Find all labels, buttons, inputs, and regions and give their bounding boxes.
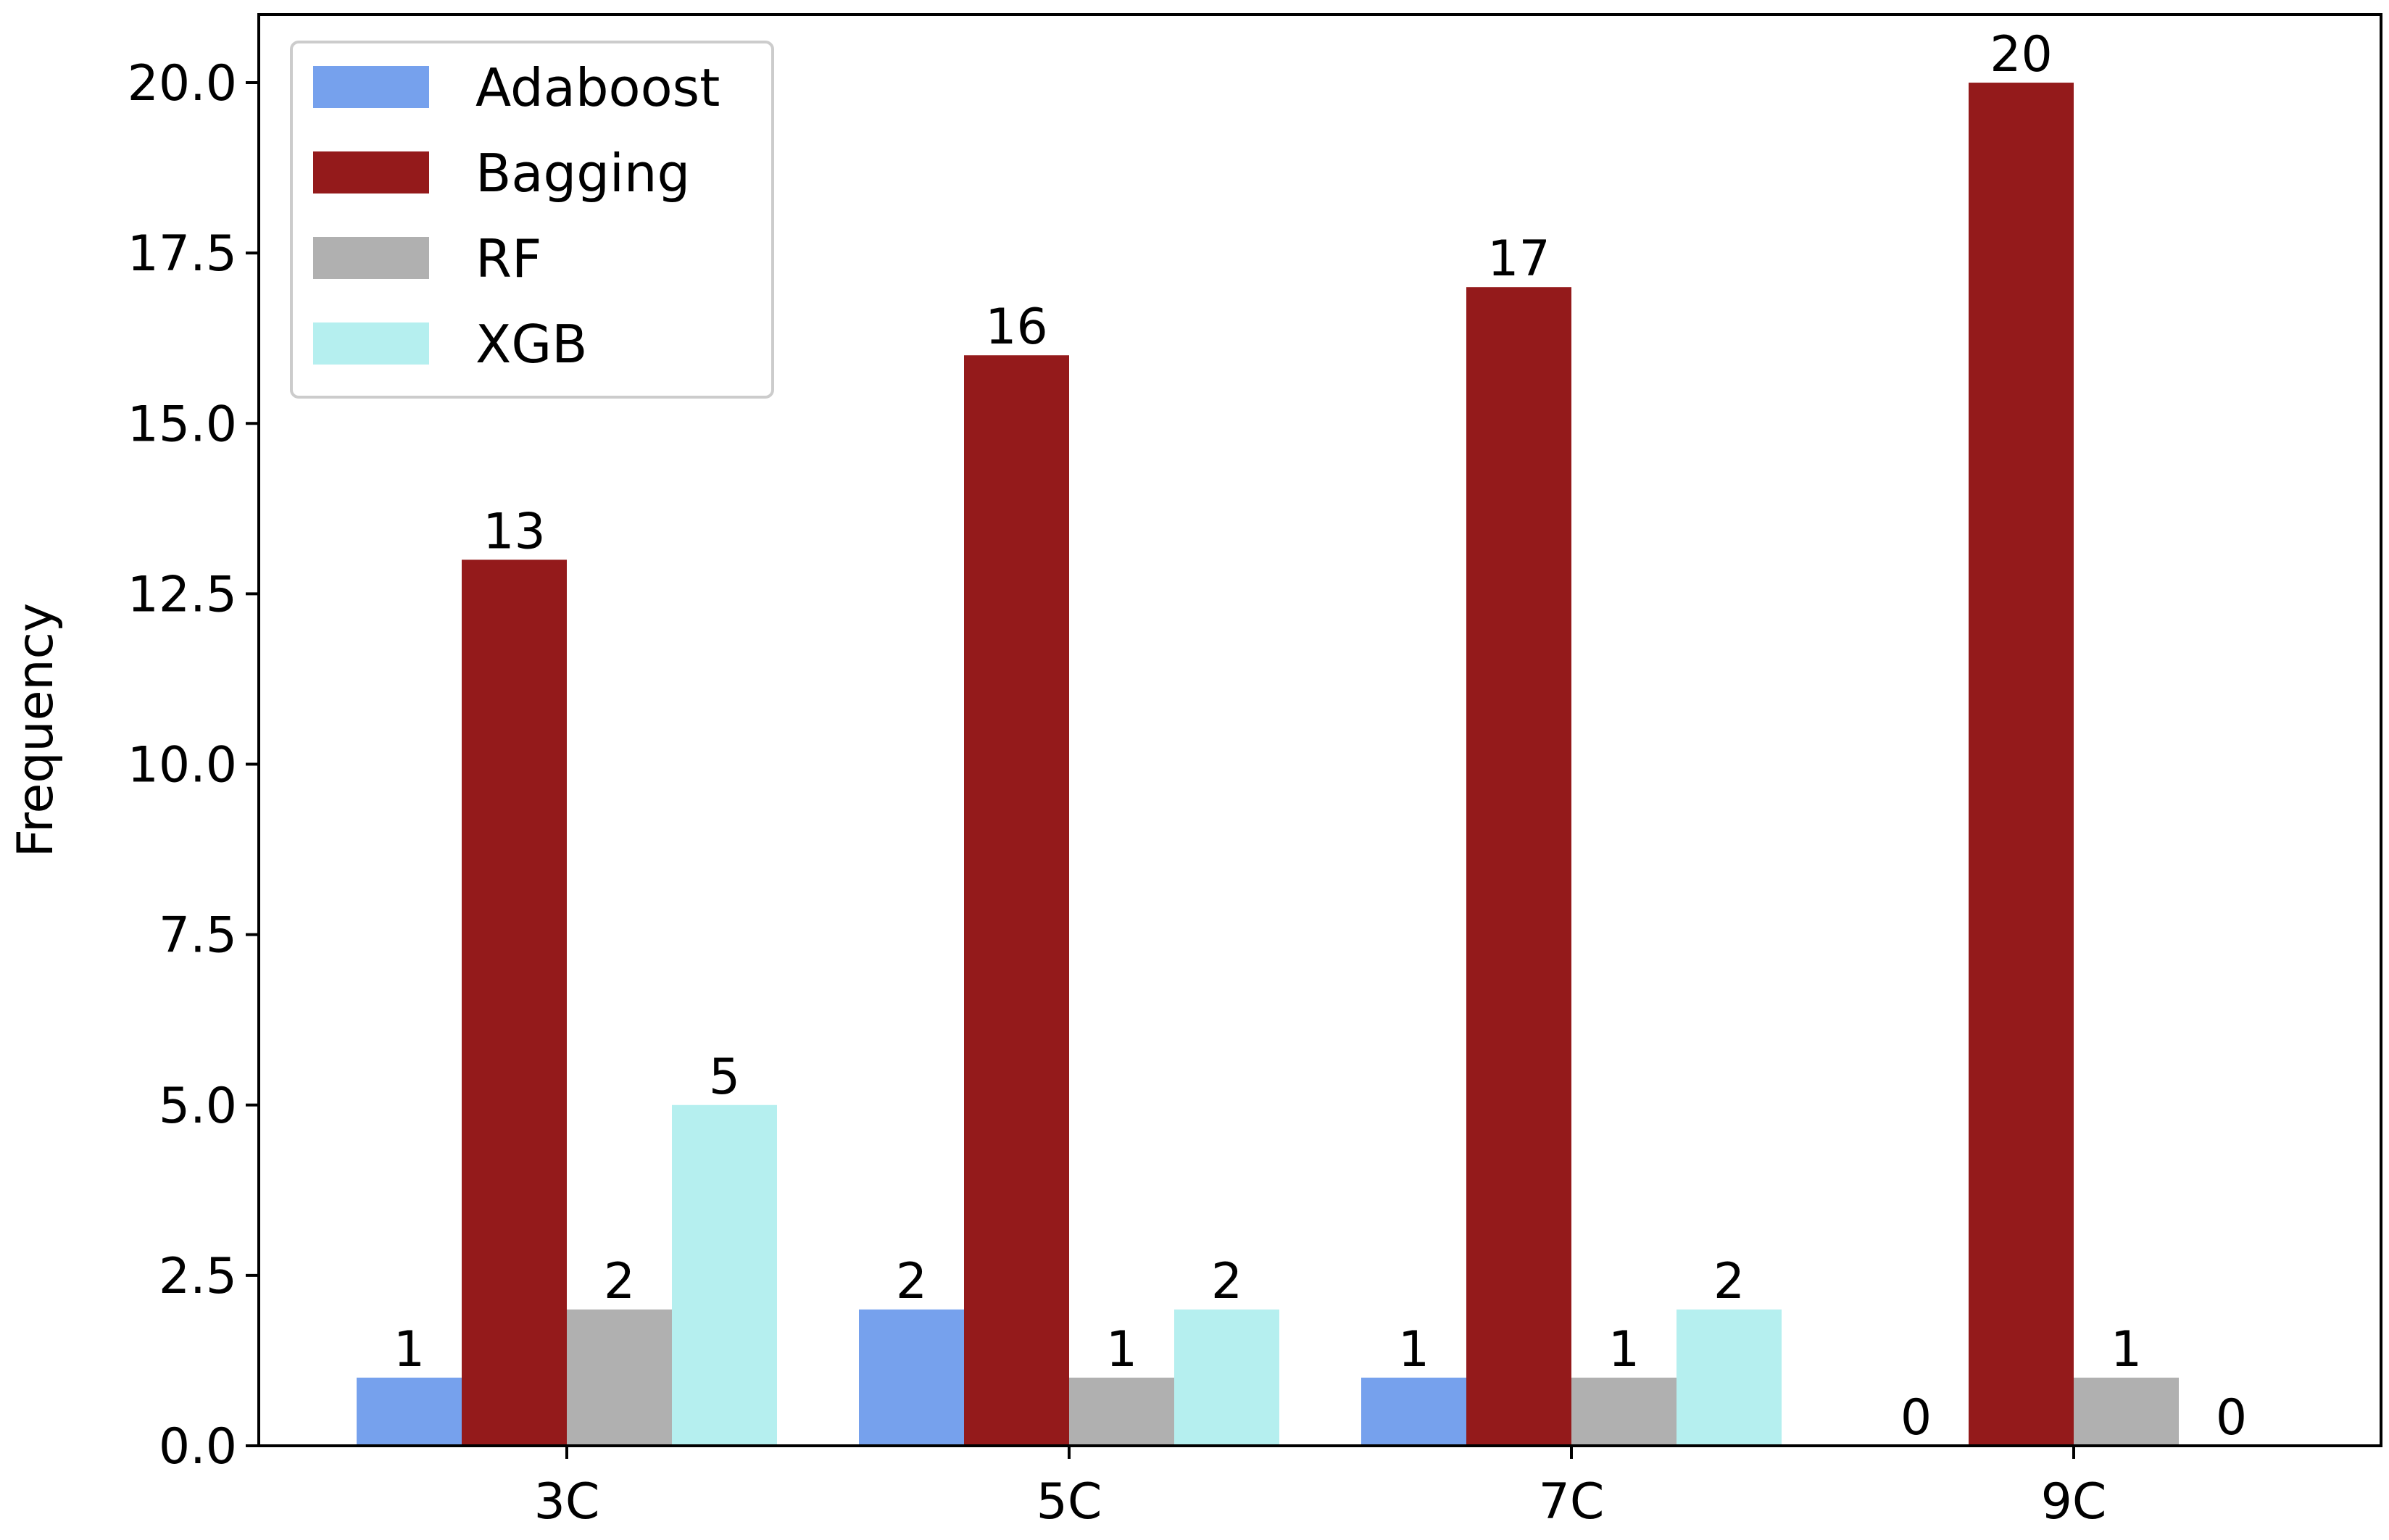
x-tick-label: 9C [2041, 1473, 2107, 1531]
data-label-bagging-7c: 17 [1487, 230, 1550, 288]
legend-swatch-bagging [313, 151, 429, 193]
legend-label-xgb: XGB [475, 314, 588, 375]
data-label-rf-9c: 1 [2111, 1321, 2142, 1378]
legend-label-bagging: Bagging [475, 143, 690, 204]
data-label-rf-3c: 2 [604, 1253, 635, 1310]
data-label-adaboost-9c: 0 [1900, 1389, 1932, 1447]
data-label-xgb-3c: 5 [709, 1049, 740, 1106]
bar-bagging-9c [1969, 83, 2074, 1447]
legend-label-adaboost: Adaboost [475, 57, 720, 118]
bar-bagging-3c [462, 559, 567, 1446]
legend: Adaboost Bagging RF XGB [290, 41, 774, 399]
data-label-bagging-3c: 13 [483, 503, 546, 560]
plot-frame [257, 13, 2382, 1447]
bar-rf-5c [1069, 1377, 1174, 1446]
y-tick-label: 10.0 [128, 737, 237, 794]
bar-rf-3c [567, 1309, 672, 1446]
data-label-adaboost-3c: 1 [394, 1321, 425, 1378]
data-label-adaboost-5c: 2 [896, 1253, 927, 1310]
y-tick-label: 20.0 [128, 55, 237, 112]
legend-swatch-adaboost [313, 66, 429, 108]
x-tick-label: 3C [534, 1473, 600, 1531]
y-axis: 0.0 2.5 5.0 7.5 10.0 12.5 15.0 17.5 20.0 [128, 55, 259, 1476]
bar-adaboost-3c [357, 1377, 462, 1446]
legend-swatch-rf [313, 237, 429, 279]
bar-bagging-5c [964, 355, 1069, 1447]
x-axis: 3C 5C 7C 9C [534, 1446, 2107, 1531]
y-tick-label: 12.5 [128, 566, 237, 623]
y-tick-label: 17.5 [128, 225, 237, 283]
legend-label-rf: RF [475, 228, 541, 289]
x-tick-label: 7C [1539, 1473, 1605, 1531]
data-label-xgb-9c: 0 [2216, 1389, 2247, 1447]
legend-box [290, 41, 774, 399]
bar-xgb-3c [672, 1104, 777, 1446]
data-label-rf-5c: 1 [1106, 1321, 1137, 1378]
y-tick-label: 15.0 [128, 396, 237, 453]
bar-xgb-7c [1677, 1309, 1782, 1446]
y-tick-label: 5.0 [159, 1078, 237, 1135]
data-label-xgb-5c: 2 [1211, 1253, 1242, 1310]
data-label-adaboost-7c: 1 [1398, 1321, 1429, 1378]
legend-swatch-xgb [313, 322, 429, 365]
y-tick-label: 7.5 [159, 907, 237, 965]
data-label-bagging-9c: 20 [1990, 26, 2053, 83]
x-tick-label: 5C [1036, 1473, 1102, 1531]
data-label-bagging-5c: 16 [985, 299, 1048, 356]
bars-layer [357, 83, 2179, 1447]
bar-bagging-7c [1466, 287, 1571, 1447]
y-axis-title: Frequency [7, 603, 65, 857]
bar-rf-7c [1571, 1377, 1677, 1446]
bar-adaboost-7c [1361, 1377, 1466, 1446]
y-tick-label: 2.5 [159, 1248, 237, 1305]
y-tick-label: 0.0 [159, 1418, 237, 1476]
bar-xgb-5c [1174, 1309, 1279, 1446]
data-label-rf-7c: 1 [1608, 1321, 1640, 1378]
bar-rf-9c [2074, 1377, 2179, 1446]
data-label-xgb-7c: 2 [1713, 1253, 1745, 1310]
bar-adaboost-5c [859, 1309, 964, 1446]
